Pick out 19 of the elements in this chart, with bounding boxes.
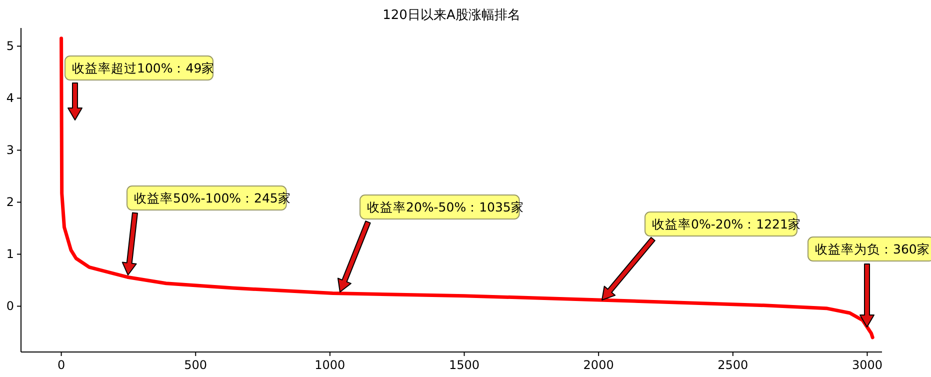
y-tick-label: 0 [6, 299, 14, 314]
y-tick-label: 5 [6, 39, 14, 54]
x-tick-label: 2500 [718, 358, 748, 372]
y-tick-label: 3 [6, 143, 14, 158]
annotation: 收益率20%-50%：1035家 [367, 200, 524, 214]
x-tick-label: 0 [57, 358, 66, 372]
annotation: 收益率超过100%：49家 [72, 60, 215, 76]
y-tick-label: 1 [6, 247, 14, 262]
y-tick-label: 4 [6, 91, 14, 106]
x-tick-label: 500 [184, 358, 208, 372]
annotation: 收益率50%-100%：245家 [134, 190, 291, 206]
y-tick-label: 2 [6, 195, 14, 210]
x-tick-label: 2000 [583, 358, 614, 372]
x-tick-label: 3000 [852, 358, 882, 372]
annotation: 收益率为负：360家 [815, 242, 930, 256]
x-tick-label: 1500 [448, 358, 480, 372]
annotation: 收益率0%-20%：1221家 [652, 216, 801, 232]
x-tick-label: 1000 [314, 358, 346, 372]
chart-title: 120日以来A股涨幅排名 [382, 8, 520, 23]
